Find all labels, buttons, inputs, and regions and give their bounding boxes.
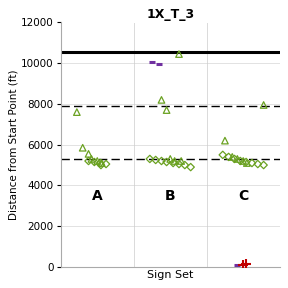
Text: A: A — [92, 189, 103, 203]
Point — [226, 155, 231, 159]
Point — [98, 163, 103, 167]
Point — [92, 160, 97, 164]
Point — [104, 162, 108, 166]
Point — [235, 157, 240, 161]
Point — [153, 158, 158, 162]
Point — [245, 161, 249, 165]
Point — [241, 159, 245, 163]
Point — [168, 157, 173, 161]
Text: B: B — [165, 189, 176, 203]
Point — [164, 160, 169, 164]
Point — [164, 108, 169, 112]
Point — [98, 161, 103, 165]
Point — [75, 110, 79, 114]
Point — [179, 159, 183, 163]
Point — [183, 163, 187, 167]
Point — [159, 98, 164, 102]
Point — [147, 157, 152, 161]
Point — [89, 157, 94, 161]
Point — [261, 103, 266, 107]
Point — [177, 162, 181, 166]
Title: 1X_T_3: 1X_T_3 — [146, 8, 194, 21]
Point — [230, 155, 234, 159]
Point — [177, 52, 181, 56]
Point — [172, 159, 177, 163]
Y-axis label: Distance from Start Point (ft): Distance from Start Point (ft) — [8, 69, 18, 220]
Text: C: C — [238, 189, 248, 203]
Point — [232, 157, 237, 161]
Point — [238, 159, 242, 163]
Point — [159, 159, 164, 163]
Point — [95, 159, 100, 163]
Point — [255, 162, 260, 166]
Point — [244, 160, 249, 164]
Point — [220, 153, 225, 157]
Point — [80, 145, 85, 150]
Point — [171, 161, 175, 165]
Point — [99, 161, 104, 165]
Point — [86, 151, 91, 156]
Point — [188, 165, 193, 169]
Point — [86, 159, 91, 163]
Point — [261, 163, 266, 167]
Point — [250, 161, 254, 165]
Point — [223, 138, 227, 143]
X-axis label: Sign Set: Sign Set — [147, 270, 194, 280]
